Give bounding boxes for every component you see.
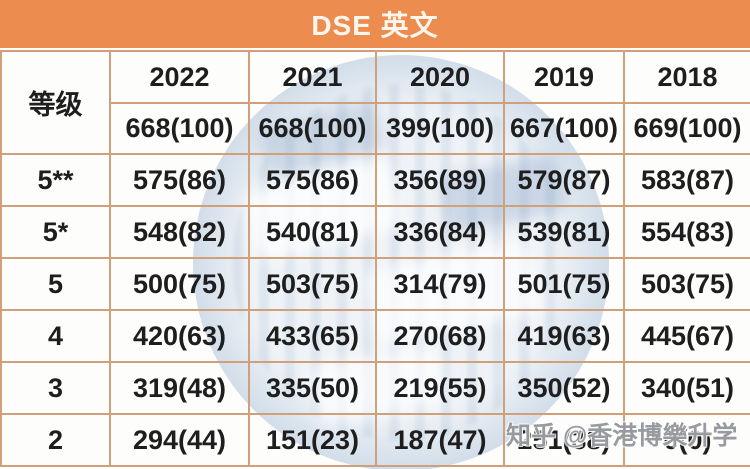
- table-row: 2 294(44) 151(23) 187(47) 251(38) 0(0): [0, 413, 750, 467]
- value-cell: 314(79): [375, 257, 505, 311]
- zhihu-watermark: 知乎 @香港博樂升学: [506, 422, 738, 450]
- value-cell: 548(82): [109, 205, 250, 259]
- value-cell: 503(75): [248, 257, 377, 311]
- value-cell: 187(47): [375, 413, 505, 467]
- value-cell: 319(48): [109, 361, 250, 415]
- value-cell: 583(87): [623, 153, 750, 207]
- table-row: 4 420(63) 433(65) 270(68) 419(63) 445(67…: [0, 309, 750, 363]
- table-row: 5* 548(82) 540(81) 336(84) 539(81) 554(8…: [0, 205, 750, 259]
- value-cell: 540(81): [248, 205, 377, 259]
- value-cell: 251(38): [503, 413, 625, 467]
- value-cell: 503(75): [623, 257, 750, 311]
- value-cell: 420(63): [109, 309, 250, 363]
- value-cell: 356(89): [375, 153, 505, 207]
- total-cell: 669(100): [623, 102, 750, 155]
- value-cell: 335(50): [248, 361, 377, 415]
- value-cell: 433(65): [248, 309, 377, 363]
- value-cell: 219(55): [375, 361, 505, 415]
- year-cell: 2018: [623, 50, 750, 104]
- value-cell: 539(81): [503, 205, 625, 259]
- year-cell: 2022: [109, 50, 250, 104]
- value-cell: 419(63): [503, 309, 625, 363]
- dse-results-table: 等级 2022 2021 2020 2019 2018 668(100) 668…: [0, 50, 750, 467]
- grade-cell: 3: [0, 361, 111, 415]
- total-cell: 399(100): [375, 102, 505, 155]
- value-cell: 350(52): [503, 361, 625, 415]
- value-cell: 0(0): [623, 413, 750, 467]
- value-cell: 336(84): [375, 205, 505, 259]
- grade-cell: 5*: [0, 205, 111, 259]
- table-row: 5 500(75) 503(75) 314(79) 501(75) 503(75…: [0, 257, 750, 311]
- table-row: 5** 575(86) 575(86) 356(89) 579(87) 583(…: [0, 153, 750, 207]
- value-cell: 340(51): [623, 361, 750, 415]
- total-cell: 668(100): [109, 102, 250, 155]
- value-cell: 501(75): [503, 257, 625, 311]
- year-cell: 2019: [503, 50, 625, 104]
- year-cell: 2020: [375, 50, 505, 104]
- value-cell: 151(23): [248, 413, 377, 467]
- page-title: DSE 英文: [311, 10, 439, 41]
- year-cell: 2021: [248, 50, 377, 104]
- grade-cell: 4: [0, 309, 111, 363]
- total-cell: 668(100): [248, 102, 377, 155]
- value-cell: 575(86): [248, 153, 377, 207]
- value-cell: 294(44): [109, 413, 250, 467]
- table-row-years: 等级 2022 2021 2020 2019 2018: [0, 50, 750, 155]
- table-row-totals: 668(100) 668(100) 399(100) 667(100) 669(…: [1, 102, 750, 155]
- value-cell: 445(67): [623, 309, 750, 363]
- value-cell: 575(86): [109, 153, 250, 207]
- value-cell: 500(75): [109, 257, 250, 311]
- grade-cell: 2: [0, 413, 111, 467]
- grade-cell: 5**: [0, 153, 111, 207]
- grade-column-header: 等级: [0, 50, 111, 155]
- table-row: 3 319(48) 335(50) 219(55) 350(52) 340(51…: [0, 361, 750, 415]
- title-bar: DSE 英文: [0, 0, 750, 48]
- total-cell: 667(100): [503, 102, 625, 155]
- grade-cell: 5: [0, 257, 111, 311]
- value-cell: 554(83): [623, 205, 750, 259]
- value-cell: 579(87): [503, 153, 625, 207]
- value-cell: 270(68): [375, 309, 505, 363]
